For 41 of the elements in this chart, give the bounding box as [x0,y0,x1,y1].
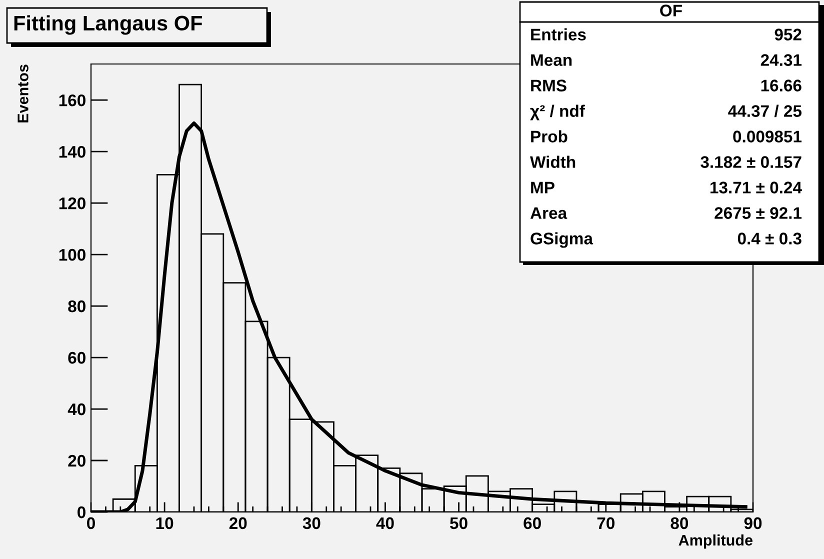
annotation: Width [530,156,576,168]
annotation: 44.37 / 25 [728,104,802,118]
y-tick-label: 140 [59,146,86,158]
text: 24.31 [760,54,802,66]
annotation: 13.71 ± 0.24 [710,182,802,194]
x-tick-label: 0 [87,517,95,530]
x-tick-label: 50 [450,517,468,530]
annotation: 3.182 ± 0.157 [700,156,802,168]
y-tick-label: 100 [59,248,86,261]
y-tick-label: 120 [59,197,86,210]
x-tick-label: 40 [376,517,394,530]
annotation: 0.009851 [733,130,802,142]
annotation: GSigma [530,232,594,248]
annotation: Prob [531,130,568,142]
x-axis-title: Amplitude [678,534,752,549]
annotation: 0.4 ± 0.3 [738,232,802,244]
y-tick-label: 0 [78,506,86,518]
x-tick-label: 80 [670,517,688,530]
x-tick-label: 70 [597,517,614,530]
annotation: RMS [531,80,566,92]
annotation: MP [531,182,554,194]
x-tick-label: 30 [302,517,320,530]
x-tick-label: 90 [744,517,762,530]
y-tick-label: 20 [68,454,86,467]
y-axis-title: Eventos [18,64,28,122]
text: Entries [531,28,586,40]
y-tick-label: 60 [68,352,86,364]
y-tick-label: 160 [59,94,86,106]
annotation: 2675 ± 92.1 [714,207,802,219]
x-tick-label: 60 [524,517,541,530]
text: OF [660,4,682,16]
text: 16.66 [761,80,802,92]
text: 952 [774,28,802,40]
x-tick-label: 20 [229,517,247,530]
x-tick-label: 10 [156,517,174,530]
annotation: Area [530,207,568,219]
y-tick-label: 80 [68,300,86,312]
annotation: Mean [531,54,572,66]
y-tick-label: 40 [68,403,86,416]
annotation: χ² / ndf [530,104,585,120]
chart-title: Fitting Langaus OF [14,15,202,35]
